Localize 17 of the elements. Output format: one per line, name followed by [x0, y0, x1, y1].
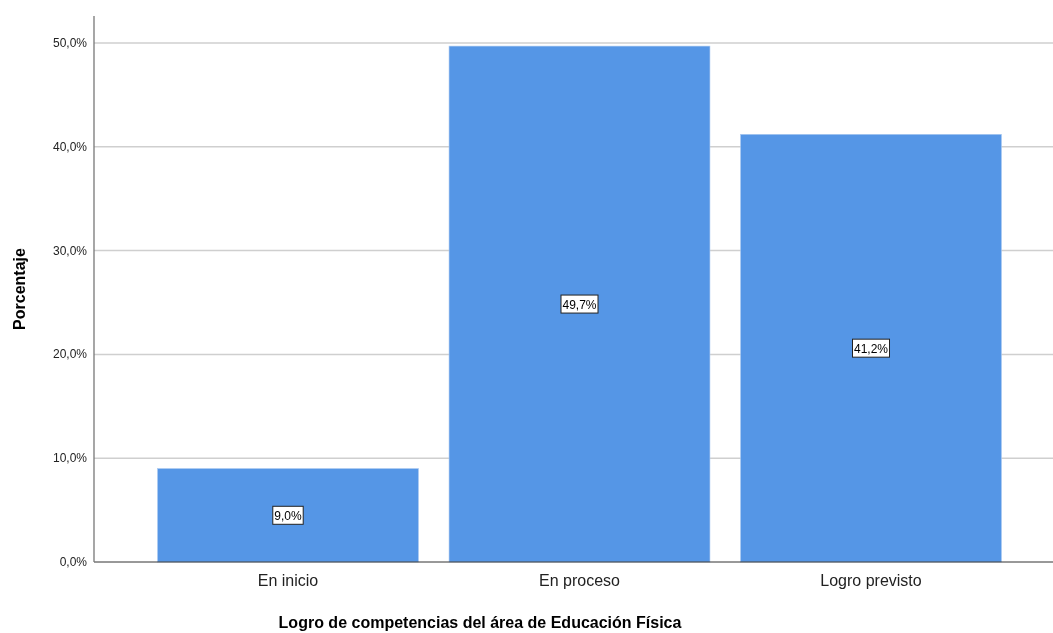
y-axis-title: Porcentaje — [11, 247, 28, 330]
x-tick-label: En proceso — [539, 572, 621, 589]
y-tick-label: 40,0% — [52, 139, 88, 154]
bar — [157, 468, 419, 563]
x-tick-label: En inicio — [257, 572, 319, 589]
y-tick-label: 30,0% — [52, 243, 88, 258]
y-tick-label: 10,0% — [52, 451, 88, 466]
bar — [448, 45, 711, 563]
x-tick-label: Logro previsto — [820, 572, 922, 589]
y-tick-label: 0,0% — [59, 555, 88, 569]
x-axis-title: Logro de competencias del área de Educación Física — [278, 614, 682, 631]
bar — [740, 134, 1002, 563]
data-label: 9,0% — [274, 508, 302, 523]
data-label: 49,7% — [562, 297, 597, 312]
y-tick-label: 50,0% — [52, 35, 88, 50]
y-tick-label: 20,0% — [52, 347, 88, 362]
data-label: 41,2% — [853, 341, 889, 356]
